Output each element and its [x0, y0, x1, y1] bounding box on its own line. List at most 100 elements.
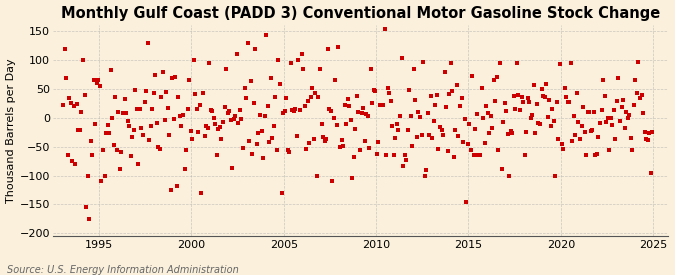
Point [151, 120, 162, 125]
Point [165, 188, 176, 192]
Point [164, 132, 175, 137]
Point [388, 153, 399, 158]
Point [158, 70, 169, 74]
Point [216, 136, 227, 141]
Point [205, 108, 216, 112]
Point [580, 153, 591, 158]
Point [138, 133, 148, 138]
Point [101, 131, 111, 136]
Point [225, 118, 236, 122]
Point [501, 108, 512, 113]
Point [379, 26, 390, 31]
Point [390, 136, 401, 140]
Point [298, 67, 308, 72]
Point [140, 89, 151, 93]
Point [302, 99, 313, 103]
Point [464, 122, 475, 127]
Point [250, 46, 261, 51]
Point [170, 75, 181, 79]
Point [210, 122, 221, 126]
Point [271, 148, 282, 152]
Point [524, 100, 535, 104]
Point [331, 123, 342, 127]
Point [313, 94, 324, 99]
Point [485, 114, 496, 118]
Point [292, 133, 302, 138]
Point [456, 96, 467, 100]
Point [301, 147, 312, 151]
Point [601, 120, 612, 124]
Point [247, 152, 258, 156]
Point [591, 152, 602, 156]
Point [277, 111, 288, 115]
Point [321, 137, 331, 141]
Point [222, 111, 233, 116]
Point [481, 104, 491, 108]
Point [187, 137, 198, 141]
Point [61, 75, 72, 80]
Point [479, 141, 490, 145]
Point [358, 106, 369, 110]
Point [67, 159, 78, 163]
Point [70, 162, 81, 166]
Point [281, 95, 292, 100]
Point [79, 93, 90, 97]
Point [530, 131, 541, 135]
Point [429, 119, 439, 123]
Point [194, 102, 205, 107]
Point [178, 113, 188, 118]
Point [538, 94, 549, 99]
Point [319, 139, 330, 143]
Point [458, 140, 468, 144]
Point [522, 96, 533, 101]
Point [91, 81, 102, 86]
Point [561, 95, 572, 100]
Point [287, 108, 298, 112]
Point [359, 139, 370, 143]
Point [496, 166, 507, 171]
Point [549, 119, 560, 123]
Point [547, 107, 558, 112]
Point [529, 82, 539, 87]
Point [181, 147, 192, 152]
Point [327, 179, 338, 183]
Point [324, 107, 335, 111]
Point [378, 102, 389, 107]
Point [76, 109, 87, 114]
Point [462, 142, 473, 147]
Point [276, 191, 287, 195]
Point [161, 90, 171, 94]
Point [381, 153, 392, 158]
Point [227, 166, 238, 170]
Point [311, 173, 322, 178]
Point [224, 109, 235, 113]
Point [437, 133, 448, 137]
Point [193, 130, 204, 134]
Point [421, 168, 431, 173]
Point [535, 121, 545, 126]
Point [99, 173, 110, 178]
Point [607, 123, 618, 128]
Point [264, 139, 275, 144]
Point [186, 129, 196, 134]
Point [519, 153, 530, 158]
Point [542, 115, 553, 120]
Point [373, 140, 384, 144]
Point [647, 129, 657, 134]
Point [219, 105, 230, 110]
Point [447, 89, 458, 93]
Point [507, 131, 518, 135]
Point [127, 134, 138, 139]
Point [364, 145, 375, 150]
Point [396, 56, 407, 60]
Point [211, 152, 222, 157]
Point [282, 148, 293, 152]
Point [639, 130, 650, 134]
Point [209, 116, 219, 120]
Point [583, 109, 593, 114]
Point [490, 98, 501, 103]
Point [142, 41, 153, 45]
Point [72, 101, 82, 106]
Point [228, 116, 239, 121]
Point [399, 153, 410, 158]
